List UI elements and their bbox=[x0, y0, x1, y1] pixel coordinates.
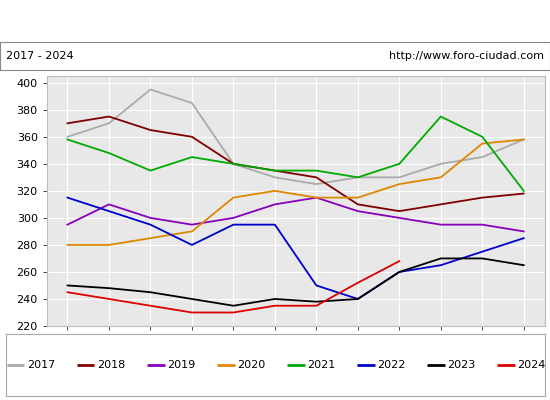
Text: Evolucion del paro registrado en Cadalso de los Vidrios: Evolucion del paro registrado en Cadalso… bbox=[64, 14, 486, 28]
Text: 2019: 2019 bbox=[167, 360, 195, 370]
Text: 2018: 2018 bbox=[97, 360, 125, 370]
Text: 2023: 2023 bbox=[448, 360, 476, 370]
Text: 2024: 2024 bbox=[518, 360, 546, 370]
Text: 2020: 2020 bbox=[237, 360, 266, 370]
Text: 2021: 2021 bbox=[307, 360, 336, 370]
Text: 2017 - 2024: 2017 - 2024 bbox=[6, 51, 73, 61]
Text: 2017: 2017 bbox=[27, 360, 56, 370]
Text: http://www.foro-ciudad.com: http://www.foro-ciudad.com bbox=[389, 51, 544, 61]
Text: 2022: 2022 bbox=[377, 360, 406, 370]
